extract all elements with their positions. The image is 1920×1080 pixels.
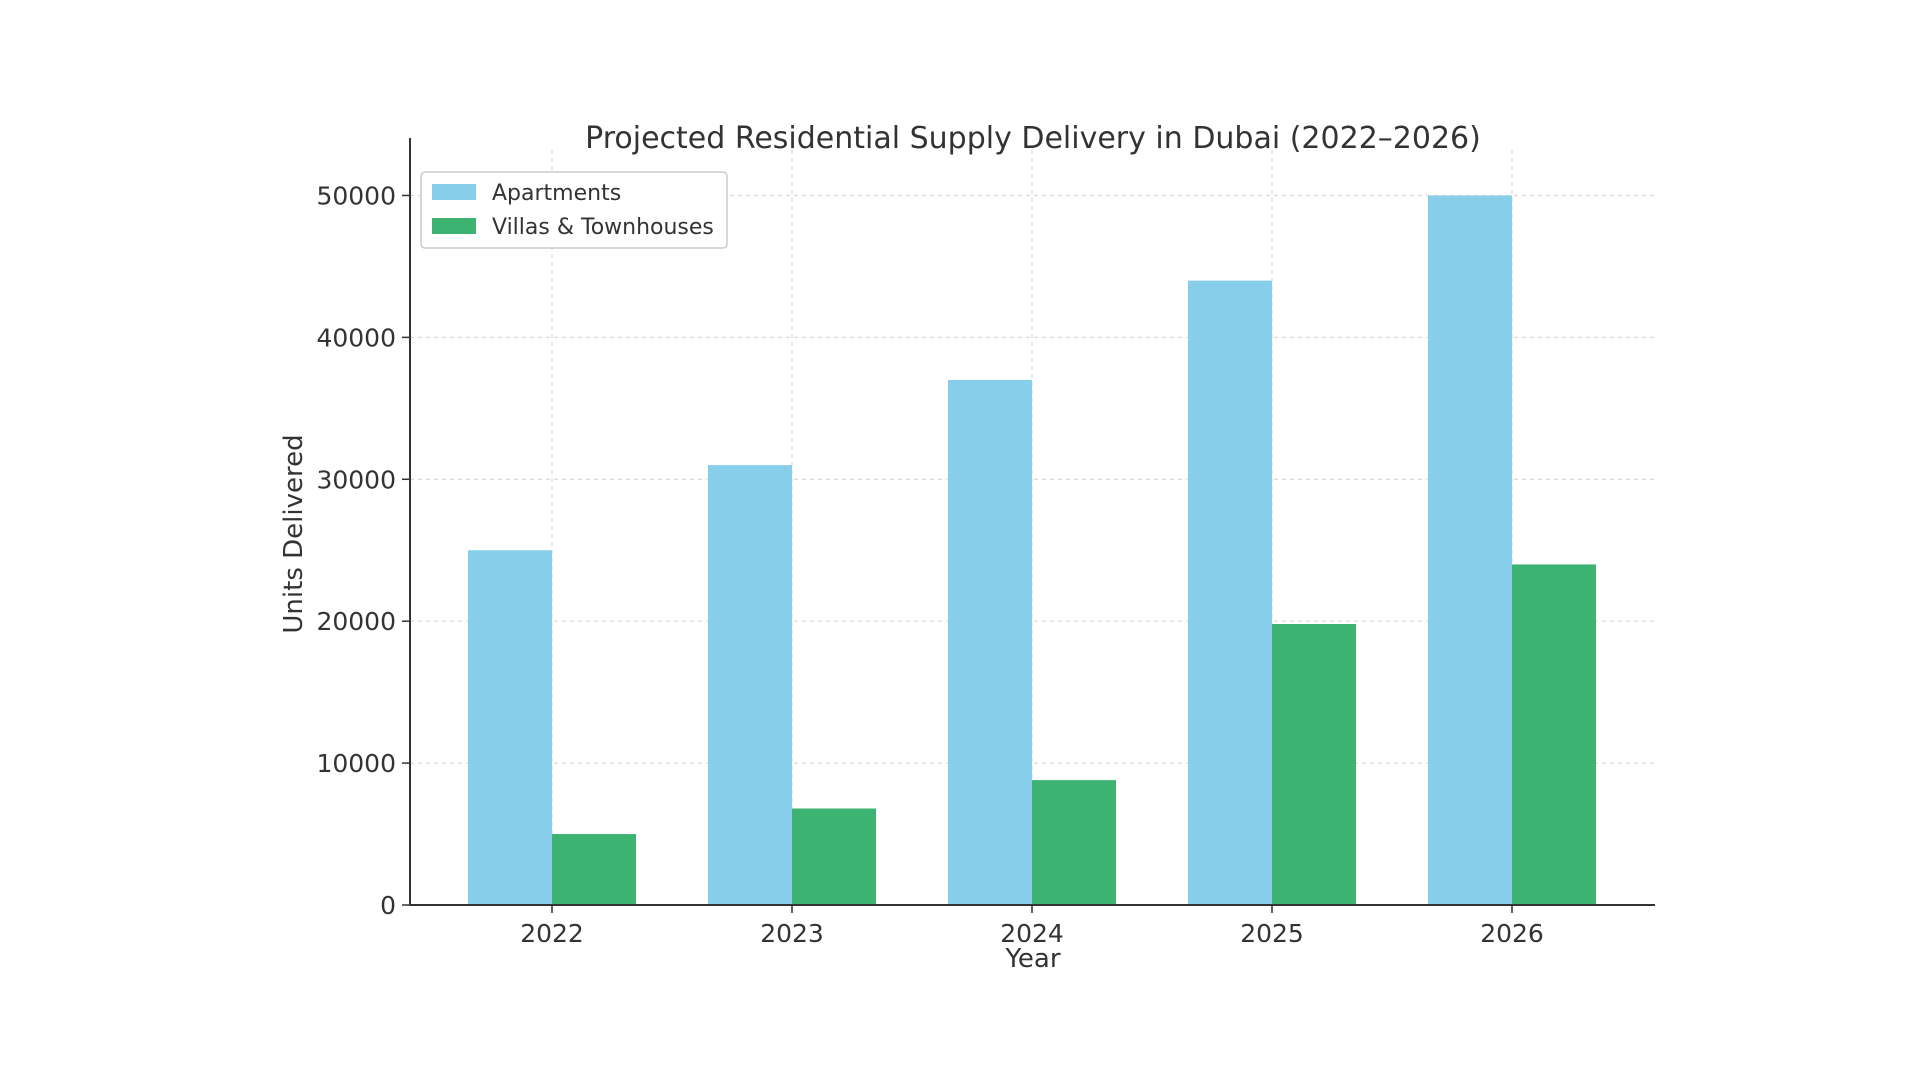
x-tick-label: 2023 bbox=[760, 919, 824, 948]
bars bbox=[468, 195, 1596, 906]
bar-apartments-2023 bbox=[708, 465, 792, 905]
bar-villas-townhouses-2022 bbox=[552, 834, 636, 905]
legend-swatch-villas-townhouses bbox=[432, 218, 476, 234]
bar-villas-townhouses-2024 bbox=[1032, 780, 1116, 905]
x-axis-label: Year bbox=[1004, 944, 1060, 974]
bar-apartments-2026 bbox=[1428, 195, 1512, 905]
bar-apartments-2024 bbox=[948, 379, 1032, 905]
tick-labels: 0 10000 20000 30000 40000 50000 2022 2023 2024 20… bbox=[316, 181, 1543, 948]
y-tick-label: 30000 bbox=[316, 465, 396, 494]
legend-box bbox=[420, 171, 728, 249]
bar-apartments-2022 bbox=[468, 550, 552, 905]
x-tick-label: 2026 bbox=[1480, 919, 1544, 948]
chart-title: Projected Residential Supply Delivery in… bbox=[585, 121, 1481, 156]
x-tick-label: 2025 bbox=[1240, 919, 1304, 948]
y-tick-label: 10000 bbox=[316, 749, 396, 778]
y-tick-label: 0 bbox=[380, 891, 396, 920]
x-tick-label: 2024 bbox=[1000, 919, 1064, 948]
y-tick-label: 50000 bbox=[316, 181, 396, 210]
legend-swatch-apartments bbox=[432, 184, 476, 200]
y-tick-label: 20000 bbox=[316, 607, 396, 636]
x-tick-label: 2022 bbox=[520, 919, 584, 948]
y-tick-label: 40000 bbox=[316, 323, 396, 352]
bar-villas-townhouses-2023 bbox=[792, 808, 876, 905]
bar-villas-townhouses-2025 bbox=[1272, 624, 1356, 905]
y-axis-label: Units Delivered bbox=[279, 434, 309, 633]
bar-apartments-2025 bbox=[1188, 280, 1272, 906]
legend: Apartments Villas & Townhouses bbox=[420, 171, 728, 249]
legend-label-villas-townhouses: Villas & Townhouses bbox=[492, 215, 714, 240]
legend-label-apartments: Apartments bbox=[492, 181, 621, 206]
bar-villas-townhouses-2026 bbox=[1512, 564, 1596, 905]
